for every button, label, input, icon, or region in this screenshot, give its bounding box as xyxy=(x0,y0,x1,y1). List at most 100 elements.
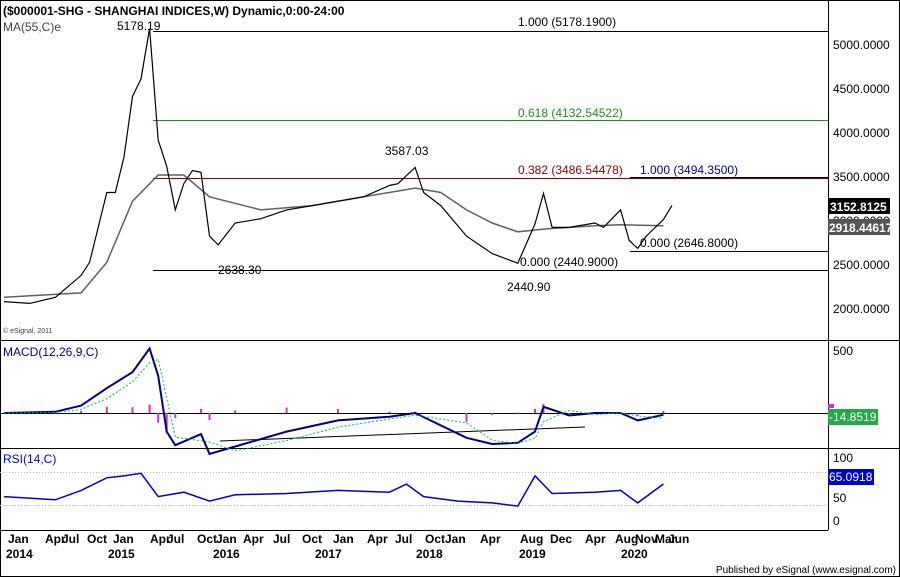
publisher-footer: Published by eSignal (www.esignal.com) xyxy=(716,565,896,576)
macd-divergence-line xyxy=(219,426,586,442)
macd-histogram-bar xyxy=(148,404,151,413)
year-tick-label: 2016 xyxy=(213,547,240,561)
macd-histogram-bar xyxy=(234,410,237,413)
ma-value-badge: 2918.44617 xyxy=(828,219,893,235)
macd-histogram-bar xyxy=(54,412,57,414)
macd-histogram-bar xyxy=(200,409,202,413)
month-tick-label: Apr xyxy=(45,532,66,546)
month-tick-label: Apr xyxy=(243,532,264,546)
year-tick-label: 2017 xyxy=(315,547,342,561)
rsi-tick-50: 50 xyxy=(833,491,847,505)
rsi-tick-100: 100 xyxy=(833,451,853,465)
macd-tick-500: 500 xyxy=(833,344,853,358)
time-axis-years: 2014 2015 2016 2017 2018 2019 2020 xyxy=(6,547,648,561)
low-2019-annotation: 2440.90 xyxy=(507,280,551,294)
rsi-line xyxy=(3,472,664,507)
month-tick-label: Aug xyxy=(615,532,638,546)
watermark: © eSignal, 2011 xyxy=(3,327,53,335)
price-tick-4500: 4500.0000 xyxy=(833,82,890,96)
price-tick-5000: 5000.0000 xyxy=(833,38,890,52)
low-2016-annotation: 2638.30 xyxy=(218,263,262,277)
month-tick-label: Apr xyxy=(585,532,606,546)
fib-0618-label: 0.618 (4132.54522) xyxy=(518,106,623,120)
macd-histogram-bar xyxy=(165,413,168,434)
peak-annotation: 5178.19 xyxy=(117,19,161,33)
month-tick-label: Oct xyxy=(425,532,445,546)
price-axis: 5000.0000 4500.0000 4000.0000 3500.0000 … xyxy=(833,38,890,316)
month-tick-label: Oct xyxy=(197,532,217,546)
macd-histogram-bar xyxy=(388,411,391,413)
month-tick-label: Jan xyxy=(113,532,134,546)
macd-histogram-bar xyxy=(80,410,83,413)
macd-value-badge-bg xyxy=(828,409,878,425)
macd-histogram-bar xyxy=(174,413,177,418)
month-tick-label: Jan xyxy=(8,532,29,546)
price-tick-2500: 2500.0000 xyxy=(833,258,890,272)
month-tick-label: Mar xyxy=(655,532,677,546)
month-tick-label: Dec xyxy=(550,532,572,546)
macd-histogram-bar xyxy=(636,413,639,416)
macd-signal-line xyxy=(3,358,664,452)
month-tick-label: Nov xyxy=(635,532,658,546)
rsi-label: RSI(14,C) xyxy=(3,452,56,466)
macd-histogram-bar xyxy=(337,409,339,413)
month-tick-label: Jul xyxy=(62,532,79,546)
year-tick-label: 2020 xyxy=(621,547,648,561)
year-tick-label: 2015 xyxy=(108,547,135,561)
macd-histogram-bar xyxy=(131,407,134,413)
macd-histogram-bar xyxy=(285,407,288,413)
price-tick-4000: 4000.0000 xyxy=(833,126,890,140)
fibonacci-labels: 1.000 (5178.1900) 0.618 (4132.54522) 0.3… xyxy=(518,15,738,269)
macd-histogram-bar xyxy=(491,413,494,416)
macd-histogram-bar xyxy=(662,411,665,413)
macd-value-badge: -14.8519 xyxy=(828,404,878,425)
month-tick-label: Jul xyxy=(273,532,290,546)
macd-histogram-bar xyxy=(208,413,211,421)
rsi-value-badge-bg xyxy=(828,469,874,485)
month-tick-label: Apr xyxy=(150,532,171,546)
macd-histogram-bar xyxy=(534,409,536,413)
rsi-axis: 100 50 0 xyxy=(833,451,853,528)
macd-line xyxy=(3,346,664,456)
fib-0382-label: 0.382 (3486.54478) xyxy=(518,163,623,177)
macd-value: -14.8519 xyxy=(829,410,877,424)
macd-histogram-bar xyxy=(465,413,468,422)
chart-title: ($000001-SHG - SHANGHAI INDICES,W) Dynam… xyxy=(3,4,345,18)
fib-1000-proj-label: 1.000 (3494.3500) xyxy=(640,163,738,177)
month-tick-label: Jul xyxy=(395,532,412,546)
month-tick-label: Apr xyxy=(367,532,388,546)
month-tick-label: Aug xyxy=(520,532,543,546)
rsi-value-badge: 65.0918 xyxy=(828,469,874,485)
last-price-badge: 3152.8125 xyxy=(828,198,890,214)
macd-label: MACD(12,26,9,C) xyxy=(3,345,98,359)
year-tick-label: 2019 xyxy=(519,547,546,561)
price-line xyxy=(3,28,673,305)
month-tick-label: Jan xyxy=(445,532,466,546)
ma-value-badge-bg xyxy=(828,219,890,235)
fibonacci-lines xyxy=(153,31,828,271)
ma-value: 2918.44617 xyxy=(829,221,893,235)
month-tick-label: Apr xyxy=(480,532,501,546)
macd-histogram-bar xyxy=(105,406,108,413)
fib-0000-proj-label: 0.000 (2646.8000) xyxy=(640,236,738,250)
fib-0000-low-label: 0.000 (2440.9000) xyxy=(520,255,618,269)
month-tick-label: Jun xyxy=(668,532,689,546)
month-tick-label: Jan xyxy=(333,532,354,546)
last-price-value: 3152.8125 xyxy=(830,200,887,214)
price-annotations: 5178.19 3587.03 2638.30 2440.90 xyxy=(117,19,551,294)
last-price-badge-bg xyxy=(828,198,890,214)
rsi-value: 65.0918 xyxy=(829,470,873,484)
month-tick-label: Oct xyxy=(302,532,322,546)
price-tick-3500: 3500.0000 xyxy=(833,170,890,184)
year-tick-label: 2014 xyxy=(6,547,33,561)
price-tick-2000: 2000.0000 xyxy=(833,302,890,316)
month-tick-label: Jan xyxy=(216,532,237,546)
month-tick-label: Jul xyxy=(167,532,184,546)
month-tick-label: Oct xyxy=(87,532,107,546)
fib-1000-top-label: 1.000 (5178.1900) xyxy=(518,15,616,29)
year-tick-label: 2018 xyxy=(416,547,443,561)
macd-histogram-bar xyxy=(516,412,519,414)
